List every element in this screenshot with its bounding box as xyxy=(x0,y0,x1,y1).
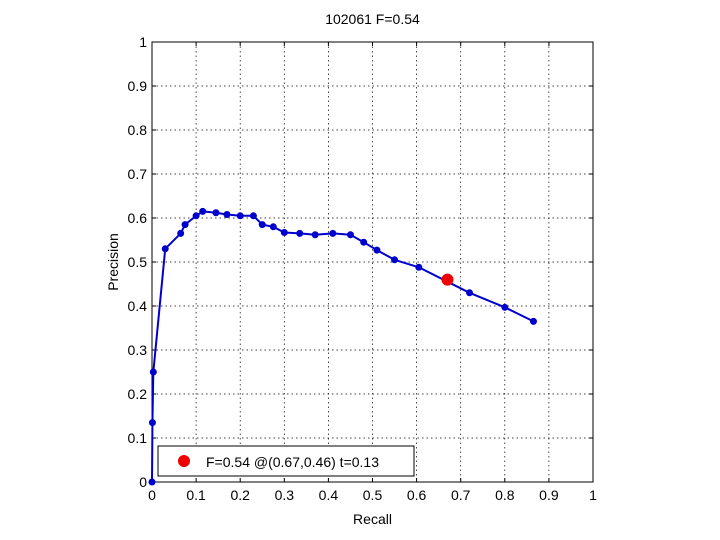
y-tick-label: 0.5 xyxy=(128,254,148,270)
pr-curve-point xyxy=(181,221,189,229)
x-axis-label: Recall xyxy=(353,511,392,527)
pr-curve-point xyxy=(373,246,381,254)
x-tick-label: 0.7 xyxy=(451,487,471,503)
pr-curve-point xyxy=(360,238,368,246)
x-tick-label: 0.2 xyxy=(230,487,250,503)
pr-curve-point xyxy=(529,317,537,325)
pr-curve-point xyxy=(177,229,185,237)
pr-curve-point xyxy=(280,229,288,237)
pr-curve-point xyxy=(149,368,157,376)
pr-curve-point xyxy=(346,231,354,239)
pr-curve-point xyxy=(391,256,399,264)
legend-label: F=0.54 @(0.67,0.46) t=0.13 xyxy=(206,454,379,470)
pr-curve-point xyxy=(501,303,509,311)
legend-marker xyxy=(178,455,190,467)
y-tick-label: 0.3 xyxy=(128,342,148,358)
pr-curve-point xyxy=(249,212,257,220)
pr-curve-point xyxy=(161,245,169,253)
pr-curve-point xyxy=(192,212,200,220)
x-tick-label: 0.3 xyxy=(275,487,295,503)
y-tick-label: 0.2 xyxy=(128,386,148,402)
y-tick-label: 0.7 xyxy=(128,166,148,182)
pr-curve-point xyxy=(311,231,319,239)
y-tick-label: 0.9 xyxy=(128,78,148,94)
pr-curve-point xyxy=(148,419,156,427)
pr-curve-point xyxy=(269,223,277,231)
y-tick-label: 0.4 xyxy=(128,298,148,314)
y-axis-label: Precision xyxy=(105,233,121,291)
pr-curve-point xyxy=(236,212,244,220)
y-tick-label: 0.1 xyxy=(128,430,148,446)
x-tick-label: 0.5 xyxy=(363,487,383,503)
pr-curve-point xyxy=(199,207,207,215)
pr-curve-point xyxy=(296,229,304,237)
y-tick-label: 1 xyxy=(139,34,147,50)
chart-title: 102061 F=0.54 xyxy=(325,11,420,27)
x-tick-label: 0 xyxy=(148,487,156,503)
legend-box xyxy=(157,445,415,477)
x-tick-label: 0.1 xyxy=(186,487,206,503)
series xyxy=(148,207,537,486)
x-tick-label: 0.6 xyxy=(407,487,427,503)
x-tick-label: 0.8 xyxy=(495,487,515,503)
x-tick-label: 1 xyxy=(589,487,597,503)
y-tick-label: 0.8 xyxy=(128,122,148,138)
legend: F=0.54 @(0.67,0.46) t=0.13 xyxy=(157,445,415,477)
pr-curve-point xyxy=(148,478,156,486)
pr-curve-point xyxy=(212,209,220,217)
pr-curve-point xyxy=(329,229,337,237)
grid xyxy=(152,42,593,482)
y-tick-label: 0 xyxy=(139,474,147,490)
pr-curve-point xyxy=(415,263,423,271)
pr-curve-point xyxy=(223,210,231,218)
x-tick-label: 0.9 xyxy=(539,487,559,503)
best-f-point xyxy=(441,273,454,286)
pr-curve-point xyxy=(466,289,474,297)
x-tick-label: 0.4 xyxy=(319,487,339,503)
pr-curve-point xyxy=(258,221,266,229)
y-tick-label: 0.6 xyxy=(128,210,148,226)
tick-labels: 0 0.1 0.2 0.3 0.4 0.5 0.6 0.7 0.8 0.9 1 0 0.1 0.2 0.3 0… xyxy=(128,34,598,503)
